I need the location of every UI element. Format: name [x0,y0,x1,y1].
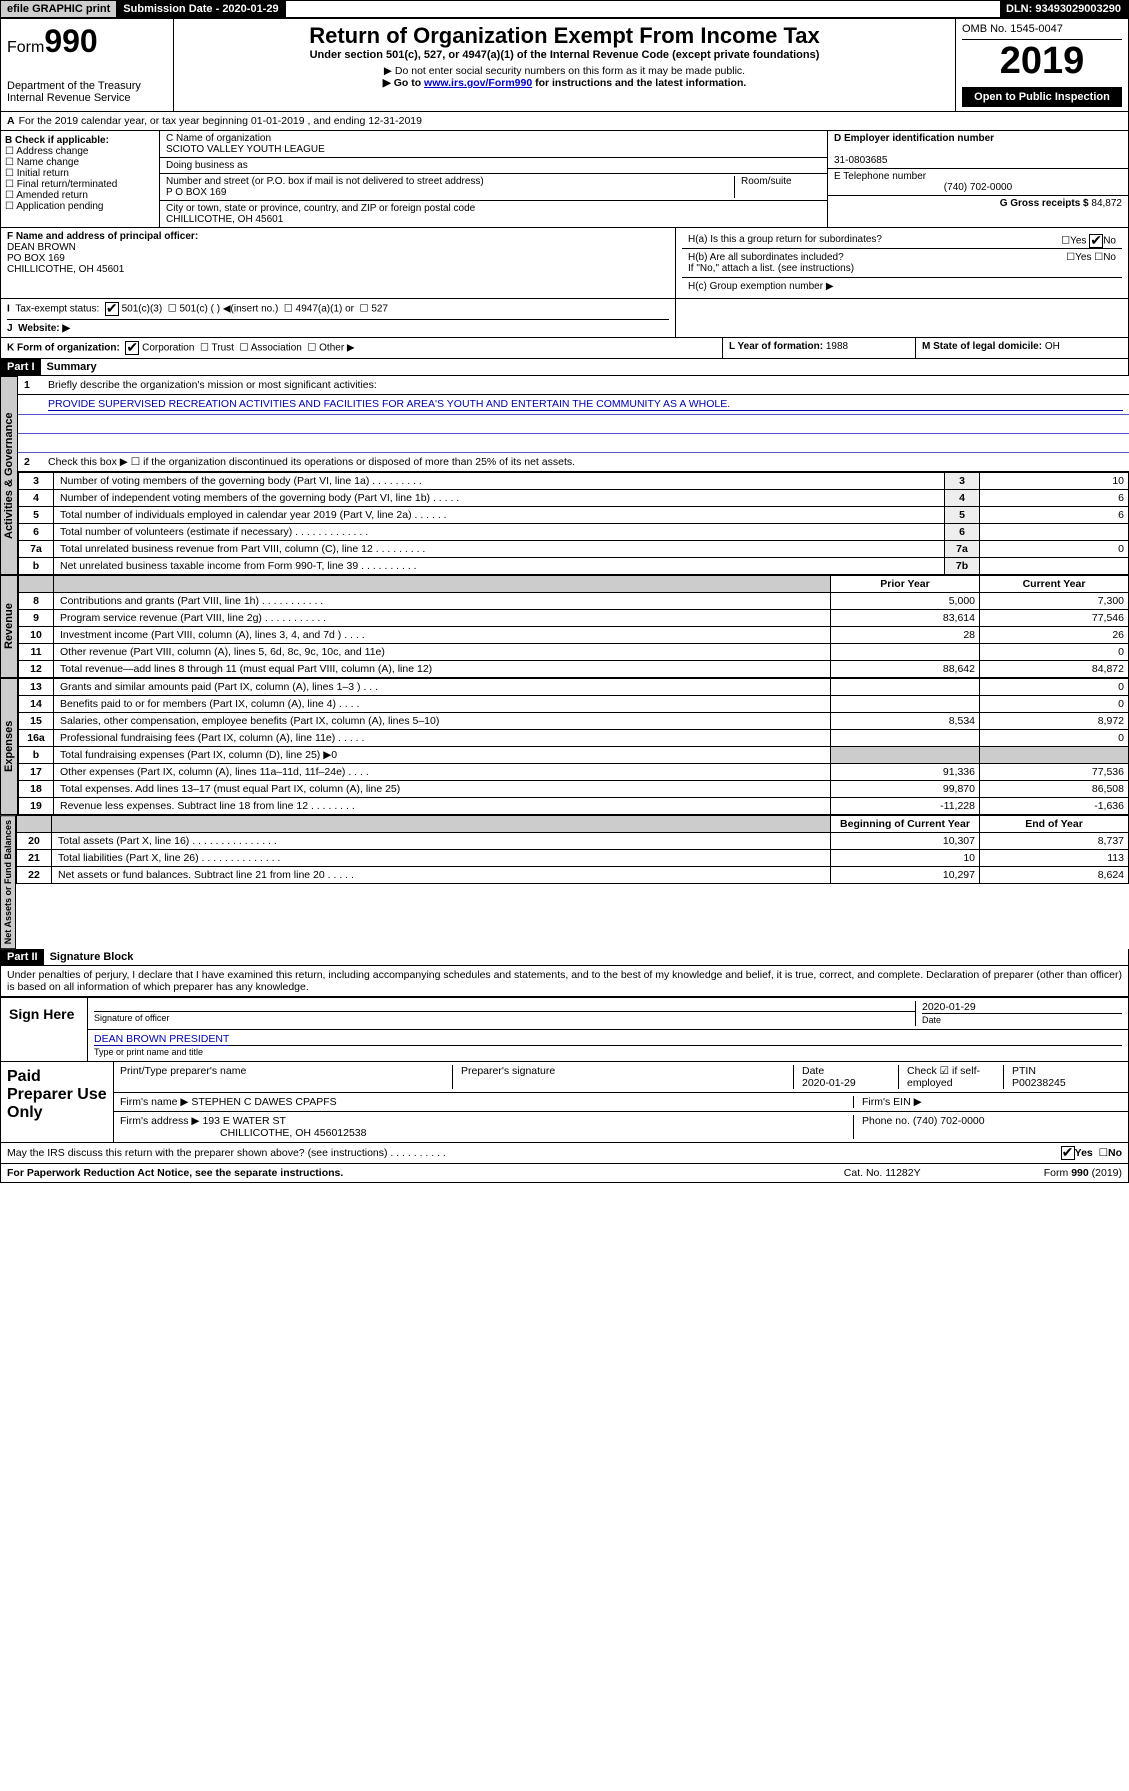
expenses-table: 13Grants and similar amounts paid (Part … [18,678,1129,815]
period-line: AFor the 2019 calendar year, or tax year… [0,112,1129,131]
firm-address: 193 E WATER ST [202,1115,285,1127]
part-i-header: Part ISummary [0,359,1129,376]
phone-value: (740) 702-0000 [834,182,1122,193]
state-domicile: OH [1045,341,1060,352]
open-public: Open to Public Inspection [962,87,1122,107]
form-subtitle: Under section 501(c), 527, or 4947(a)(1)… [180,49,949,61]
efile-label: efile GRAPHIC print [1,1,117,17]
ptin: P00238245 [1012,1077,1066,1089]
table-row: 17Other expenses (Part IX, column (A), l… [19,764,1129,781]
tab-revenue: Revenue [0,575,18,678]
dept-treasury: Department of the Treasury [7,80,167,92]
cat-number: Cat. No. 11282Y [844,1167,1044,1179]
tax-year: 2019 [962,40,1122,83]
mission-text: PROVIDE SUPERVISED RECREATION ACTIVITIES… [48,398,1123,411]
website-label: Website: ▶ [18,323,70,334]
table-row: 22Net assets or fund balances. Subtract … [17,867,1129,884]
officer-name-title: DEAN BROWN PRESIDENT [94,1033,229,1046]
org-city: CHILLICOTHE, OH 45601 [166,214,283,225]
perjury-statement: Under penalties of perjury, I declare th… [0,966,1129,997]
omb-number: OMB No. 1545-0047 [962,23,1122,40]
part-ii-header: Part IISignature Block [0,949,1129,966]
org-address: P O BOX 169 [166,187,226,198]
irs-label: Internal Revenue Service [7,92,167,104]
tab-activities-governance: Activities & Governance [0,376,18,575]
governance-table: 3Number of voting members of the governi… [18,472,1129,575]
tab-net-assets: Net Assets or Fund Balances [0,815,16,949]
footer: For Paperwork Reduction Act Notice, see … [0,1164,1129,1183]
paid-preparer-block: Paid Preparer Use Only Print/Type prepar… [0,1062,1129,1143]
dba-label: Doing business as [160,158,827,174]
form-word: Form [7,39,44,56]
table-row: 21Total liabilities (Part X, line 26) . … [17,850,1129,867]
b-header: B Check if applicable: [5,135,109,146]
ein-label: D Employer identification number [834,133,994,144]
table-row: 3Number of voting members of the governi… [19,473,1129,490]
net-assets-table: Beginning of Current YearEnd of Year 20T… [16,815,1129,884]
table-row: 18Total expenses. Add lines 13–17 (must … [19,781,1129,798]
blocks-f-h: F Name and address of principal officer:… [0,228,1129,299]
table-row: 14Benefits paid to or for members (Part … [19,696,1129,713]
table-row: 15Salaries, other compensation, employee… [19,713,1129,730]
sign-here-block: Sign Here Signature of officer2020-01-29… [0,997,1129,1062]
table-row: 4Number of independent voting members of… [19,490,1129,507]
table-row: 19Revenue less expenses. Subtract line 1… [19,798,1129,815]
top-bar: efile GRAPHIC print Submission Date - 20… [0,0,1129,18]
table-row: 8Contributions and grants (Part VIII, li… [19,593,1129,610]
blocks-k-l-m: K Form of organization: Corporation ☐ Tr… [0,338,1129,359]
discuss-line: May the IRS discuss this return with the… [0,1143,1129,1164]
table-row: 12Total revenue—add lines 8 through 11 (… [19,661,1129,678]
table-row: 6Total number of volunteers (estimate if… [19,524,1129,541]
table-row: 7aTotal unrelated business revenue from … [19,541,1129,558]
tab-expenses: Expenses [0,678,18,815]
table-row: 11Other revenue (Part VIII, column (A), … [19,644,1129,661]
phone-label: E Telephone number [834,171,926,182]
form-title: Return of Organization Exempt From Incom… [180,23,949,49]
table-row: 20Total assets (Part X, line 16) . . . .… [17,833,1129,850]
sign-date: 2020-01-29 [922,1001,976,1013]
form-number: 990 [44,23,97,59]
table-row: bNet unrelated business taxable income f… [19,558,1129,575]
blocks-i-j: I Tax-exempt status: 501(c)(3) ☐ 501(c) … [0,299,1129,338]
firm-name: STEPHEN C DAWES CPAPFS [191,1096,336,1108]
submission-date: Submission Date - 2020-01-29 [117,1,285,17]
year-formation: 1988 [826,341,848,352]
instructions-link[interactable]: www.irs.gov/Form990 [424,77,532,89]
gross-receipts: 84,872 [1091,198,1122,209]
ein-value: 31-0803685 [834,155,887,166]
note-nossn: ▶ Do not enter social security numbers o… [180,65,949,77]
table-row: bTotal fundraising expenses (Part IX, co… [19,747,1129,764]
group-exemption: H(c) Group exemption number ▶ [682,278,1122,295]
table-row: 10Investment income (Part VIII, column (… [19,627,1129,644]
dln: DLN: 93493029003290 [1000,1,1128,17]
form-ref: Form 990 (2019) [1044,1167,1122,1179]
blocks-b-to-g: B Check if applicable: ☐ Address change … [0,131,1129,228]
table-row: 5Total number of individuals employed in… [19,507,1129,524]
officer-name: DEAN BROWN [7,242,76,253]
table-row: 9Program service revenue (Part VIII, lin… [19,610,1129,627]
org-name: SCIOTO VALLEY YOUTH LEAGUE [166,144,325,155]
firm-phone: (740) 702-0000 [913,1115,985,1127]
form-header: Form990 Department of the Treasury Inter… [0,18,1129,112]
revenue-table: Prior YearCurrent Year 8Contributions an… [18,575,1129,678]
table-row: 13Grants and similar amounts paid (Part … [19,679,1129,696]
table-row: 16aProfessional fundraising fees (Part I… [19,730,1129,747]
